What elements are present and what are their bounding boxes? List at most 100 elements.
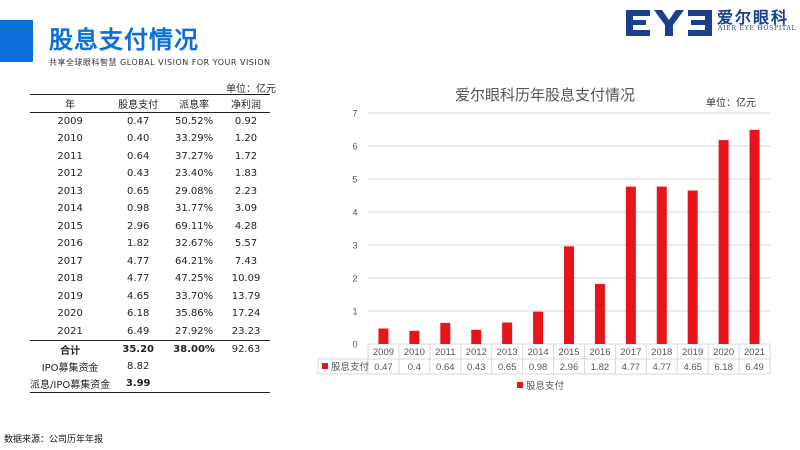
row-year: 2014: [57, 203, 83, 215]
row-dividend: 6.49: [127, 325, 150, 337]
row-net-profit: 2.23: [234, 185, 258, 197]
table-unit-label: 单位：亿元: [226, 84, 276, 95]
row-net-profit: 1.83: [234, 168, 258, 180]
data-label: 4.77: [622, 362, 641, 373]
row-payout-ratio: 64.21%: [175, 255, 214, 267]
row-net-profit: 17.24: [231, 308, 261, 320]
data-label: 6.49: [745, 362, 764, 373]
row-dividend: 4.65: [127, 290, 150, 302]
data-label: 1.82: [591, 362, 610, 373]
table-row: 2014 0.98 31.77% 3.09: [30, 200, 270, 218]
table-row: 2011 0.64 37.27% 1.72: [30, 148, 270, 166]
data-label: 6.18: [714, 362, 733, 373]
x-tick-label: 2012: [466, 347, 487, 358]
row-payout-ratio: 50.52%: [175, 116, 214, 127]
row-dividend: 0.47: [127, 116, 150, 127]
row-year: 2009: [57, 116, 83, 127]
bar-2019: [687, 190, 698, 344]
row-year: 2017: [57, 255, 83, 267]
table-ipo-row: IPO募集资金 8.82: [30, 358, 270, 376]
data-label: 0.47: [374, 362, 393, 373]
x-tick-label: 2018: [651, 347, 672, 358]
header-payout-ratio: 派息率: [166, 94, 223, 113]
bar-2011: [440, 322, 451, 344]
bar-2018: [656, 186, 667, 344]
total-dividend: 35.20: [110, 339, 167, 358]
row-net-profit: 13.79: [231, 290, 261, 302]
table-row: 2010 0.40 33.29% 1.20: [30, 130, 270, 148]
x-tick-label: 2017: [620, 347, 641, 358]
row-net-profit: 1.20: [234, 133, 258, 145]
header-net-profit: 净利润: [222, 94, 270, 113]
table-header-row: 年 股息支付 派息率 净利润: [30, 94, 270, 113]
row-dividend: 1.82: [127, 238, 150, 250]
total-net-profit: 92.63: [222, 339, 270, 358]
data-label: 4.65: [683, 362, 702, 373]
page-subtitle: 共享全球眼科智慧 GLOBAL VISION FOR YOUR VISION: [49, 58, 271, 67]
row-payout-ratio: 27.92%: [175, 325, 214, 337]
row-year: 2018: [57, 273, 83, 285]
title-accent-bar: [0, 20, 33, 62]
eye-logo-icon: [626, 10, 712, 36]
x-tick-label: 2009: [373, 347, 394, 358]
table-row: 2019 4.65 33.70% 13.79: [30, 288, 270, 306]
legend-label: 股息支付: [526, 380, 565, 392]
bar-2014: [533, 311, 544, 344]
logo-english-name: AIER EYE HOSPITAL: [718, 25, 797, 32]
bar-2010: [409, 330, 420, 344]
data-label: 0.65: [498, 362, 517, 373]
row-payout-ratio: 31.77%: [175, 203, 214, 215]
y-tick-label: 7: [352, 109, 357, 119]
row-payout-ratio: 32.67%: [175, 238, 214, 250]
data-source-note: 数据来源：公司历年年报: [4, 435, 104, 445]
x-tick-label: 2014: [528, 347, 549, 358]
y-tick-label: 0: [352, 340, 357, 350]
total-payout-ratio: 38.00%: [166, 339, 223, 358]
table-row: 2020 6.18 35.86% 17.24: [30, 305, 270, 323]
y-tick-label: 6: [352, 142, 357, 152]
x-tick-label: 2011: [435, 347, 455, 358]
header-dividend: 股息支付: [110, 94, 167, 113]
bar-2017: [625, 186, 636, 344]
row-net-profit: 23.23: [231, 325, 261, 337]
row-payout-ratio: 33.29%: [175, 133, 214, 145]
row-dividend: 6.18: [127, 308, 150, 320]
row-year: 2016: [57, 238, 83, 250]
ratio-label: 派息/IPO募集资金: [30, 375, 111, 393]
row-year: 2010: [57, 133, 83, 145]
row-net-profit: 3.09: [234, 203, 258, 215]
row-dividend: 4.77: [127, 273, 150, 285]
data-label: 0.43: [467, 362, 486, 373]
row-net-profit: 10.09: [231, 273, 261, 285]
data-table-series-key: [322, 363, 328, 369]
table-ratio-row: 派息/IPO募集资金 3.99: [30, 375, 270, 393]
data-label: 0.64: [436, 362, 455, 373]
row-year: 2020: [57, 308, 83, 320]
row-payout-ratio: 69.11%: [175, 220, 214, 232]
row-dividend: 4.77: [127, 255, 150, 267]
table-row: 2018 4.77 47.25% 10.09: [30, 270, 270, 288]
row-year: 2012: [57, 168, 83, 180]
bar-2015: [564, 246, 574, 344]
data-label: 0.98: [529, 362, 548, 373]
table-row: 2015 2.96 69.11% 4.28: [30, 218, 270, 236]
x-tick-label: 2013: [497, 347, 518, 358]
row-payout-ratio: 29.08%: [175, 185, 214, 197]
bar-2020: [718, 140, 729, 344]
row-net-profit: 7.43: [234, 255, 258, 267]
row-year: 2021: [57, 325, 83, 337]
page-title: 股息支付情况: [49, 26, 199, 54]
y-tick-label: 1: [352, 307, 357, 317]
y-tick-label: 3: [352, 241, 357, 251]
y-tick-label: 4: [352, 208, 357, 218]
row-dividend: 0.98: [127, 203, 150, 215]
table-row: 2009 0.47 50.52% 0.92: [30, 113, 270, 131]
table-row: 2021 6.49 27.92% 23.23: [30, 323, 270, 341]
chart-unit-label: 单位：亿元: [706, 96, 756, 109]
table-total-row: 合计 35.20 38.00% 92.63: [30, 339, 270, 358]
x-tick-label: 2021: [744, 347, 765, 358]
table-row: 2016 1.82 32.67% 5.57: [30, 235, 270, 253]
logo-chinese-name: 爱尔眼科: [717, 8, 790, 27]
x-tick-label: 2010: [404, 347, 425, 358]
